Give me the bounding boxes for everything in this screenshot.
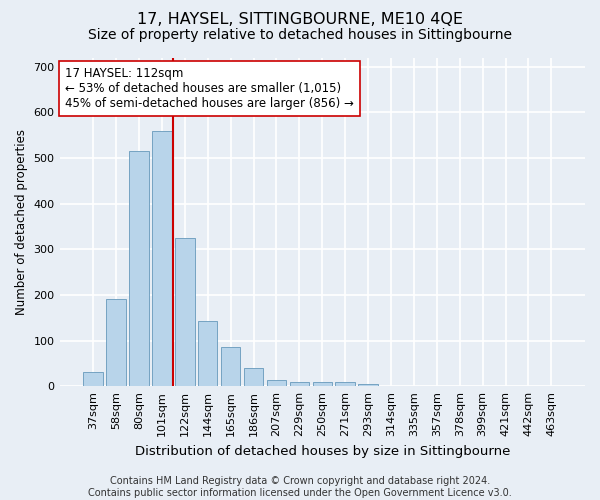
Bar <box>106 299 126 386</box>
Bar <box>221 348 241 386</box>
Bar <box>83 372 103 386</box>
Bar <box>335 382 355 386</box>
Text: Size of property relative to detached houses in Sittingbourne: Size of property relative to detached ho… <box>88 28 512 42</box>
Bar <box>198 321 217 386</box>
Text: Contains HM Land Registry data © Crown copyright and database right 2024.
Contai: Contains HM Land Registry data © Crown c… <box>88 476 512 498</box>
Bar <box>129 151 149 386</box>
Text: 17, HAYSEL, SITTINGBOURNE, ME10 4QE: 17, HAYSEL, SITTINGBOURNE, ME10 4QE <box>137 12 463 28</box>
Y-axis label: Number of detached properties: Number of detached properties <box>15 129 28 315</box>
Bar <box>290 382 309 386</box>
Bar <box>358 384 378 386</box>
Bar <box>313 382 332 386</box>
Bar <box>175 238 194 386</box>
Text: 17 HAYSEL: 112sqm
← 53% of detached houses are smaller (1,015)
45% of semi-detac: 17 HAYSEL: 112sqm ← 53% of detached hous… <box>65 68 353 110</box>
X-axis label: Distribution of detached houses by size in Sittingbourne: Distribution of detached houses by size … <box>134 444 510 458</box>
Bar <box>244 368 263 386</box>
Bar <box>267 380 286 386</box>
Bar <box>152 130 172 386</box>
